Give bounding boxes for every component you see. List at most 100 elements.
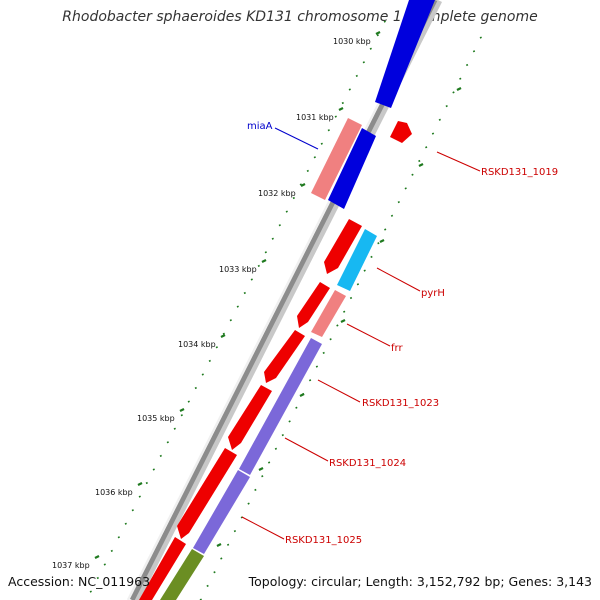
leader-rskd131-1019 [436, 151, 481, 172]
minor-tick-outer-26 [201, 373, 204, 376]
major-tick-inner-1 [456, 87, 462, 91]
minor-tick-outer-11 [306, 169, 309, 173]
gene-olive[interactable] [160, 549, 204, 600]
minor-tick-outer-34 [145, 481, 148, 485]
minor-tick-inner-5 [445, 104, 448, 108]
minor-tick-outer-0 [383, 20, 386, 23]
gene-mia-a[interactable] [328, 128, 376, 209]
gene-red-1037[interactable] [139, 537, 186, 600]
minor-tick-outer-4 [355, 74, 358, 78]
leader-pyrh [376, 267, 421, 292]
label-pyrh[interactable]: pyrH [421, 288, 445, 299]
tick-label-1030: 1030 kbp [333, 37, 371, 46]
minor-tick-outer-7 [334, 115, 337, 118]
minor-tick-inner-39 [213, 571, 216, 574]
leader-miaa [274, 127, 319, 150]
label-rskd131-1024[interactable]: RSKD131_1024 [329, 458, 406, 469]
label-miaa[interactable]: miaA [247, 121, 273, 132]
major-tick-inner-4 [340, 319, 346, 323]
minor-tick-outer-19 [250, 278, 253, 281]
leader-rskd131-1025 [241, 516, 285, 540]
minor-tick-inner-25 [308, 379, 312, 382]
gene-red-1033[interactable] [324, 219, 362, 274]
minor-tick-inner-23 [322, 351, 325, 355]
label-rskd131-1019[interactable]: RSKD131_1019 [481, 167, 558, 178]
tick-label-1036: 1036 kbp [95, 488, 133, 497]
minor-tick-inner-8 [425, 146, 428, 149]
minor-tick-inner-19 [349, 296, 353, 300]
major-tick-1036 [137, 482, 143, 486]
minor-tick-outer-8 [327, 129, 330, 132]
scale-ruler-outer [89, 20, 386, 593]
minor-tick-inner-24 [315, 365, 319, 368]
accession-text: Accession: NC_011963 [8, 574, 151, 589]
tick-label-1032: 1032 kbp [258, 189, 296, 198]
minor-tick-outer-23 [222, 332, 225, 335]
minor-tick-inner-12 [397, 200, 400, 204]
minor-tick-outer-31 [166, 441, 169, 444]
gene-track-upper [160, 0, 435, 600]
gene-red-1036[interactable] [177, 448, 237, 539]
gene-pink-mia-region[interactable] [311, 118, 362, 200]
minor-tick-outer-18 [257, 264, 260, 268]
minor-tick-outer-9 [320, 142, 323, 145]
minor-tick-outer-40 [103, 563, 106, 566]
leader-rskd131-1023 [317, 379, 361, 403]
label-frr[interactable]: frr [391, 343, 403, 354]
minor-tick-outer-24 [215, 346, 218, 349]
gene-track-lower [139, 118, 362, 600]
minor-tick-outer-17 [264, 251, 267, 254]
major-tick-1034 [220, 334, 226, 338]
minor-tick-inner-34 [247, 502, 250, 505]
label-rskd131-1023[interactable]: RSKD131_1023 [362, 398, 439, 409]
minor-tick-inner-3 [459, 77, 462, 80]
minor-tick-inner-1 [472, 50, 476, 53]
gene-red-1035[interactable] [228, 385, 272, 450]
minor-tick-inner-7 [431, 132, 435, 135]
minor-tick-inner-28 [288, 420, 291, 423]
minor-tick-outer-3 [362, 61, 365, 64]
minor-tick-inner-11 [404, 187, 407, 190]
gene-blue-top[interactable] [375, 0, 435, 108]
gene-red-1034a[interactable] [297, 282, 330, 328]
gene-rskd131-1024[interactable] [239, 338, 322, 475]
minor-tick-inner-2 [465, 63, 469, 67]
minor-tick-inner-38 [220, 557, 223, 560]
minor-tick-outer-5 [348, 88, 351, 91]
gene-frr[interactable] [311, 290, 346, 337]
tick-label-1031: 1031 kbp [296, 113, 334, 122]
leader-frr [346, 323, 391, 347]
major-tick-1035 [179, 408, 185, 412]
minor-tick-inner-18 [356, 283, 360, 286]
label-rskd131-1025[interactable]: RSKD131_1025 [285, 535, 362, 546]
minor-tick-outer-39 [110, 549, 113, 553]
gene-pyrh[interactable] [337, 229, 377, 291]
minor-tick-inner-21 [336, 324, 339, 327]
minor-tick-inner-13 [390, 214, 394, 217]
minor-tick-outer-1 [376, 34, 379, 37]
major-tick-inner-5 [299, 393, 305, 397]
minor-tick-outer-12 [299, 183, 302, 186]
minor-tick-inner-16 [370, 255, 373, 259]
major-tick-1032 [300, 183, 306, 187]
minor-tick-outer-6 [341, 101, 344, 105]
major-tick-inner-3 [379, 239, 385, 243]
gene-rskd131-1025[interactable] [193, 470, 250, 554]
minor-tick-outer-28 [187, 400, 190, 403]
major-tick-1031 [338, 107, 344, 111]
gene-rskd131-1023[interactable] [264, 330, 305, 383]
minor-tick-inner-33 [254, 488, 257, 492]
minor-tick-outer-14 [285, 210, 288, 213]
major-tick-1033 [261, 259, 267, 263]
minor-tick-inner-14 [384, 228, 387, 231]
minor-tick-inner-15 [377, 242, 380, 245]
gene-labels: miaA RSKD131_1019 pyrH frr RSKD131_1023 … [247, 121, 558, 546]
minor-tick-inner-6 [438, 118, 441, 121]
genome-summary-text: Topology: circular; Length: 3,152,792 bp… [248, 574, 592, 589]
minor-tick-inner-20 [343, 310, 346, 313]
minor-tick-outer-22 [229, 319, 232, 322]
gene-rskd131-1019[interactable] [390, 121, 412, 143]
tick-label-1034: 1034 kbp [178, 340, 216, 349]
label-leaders [241, 127, 481, 540]
